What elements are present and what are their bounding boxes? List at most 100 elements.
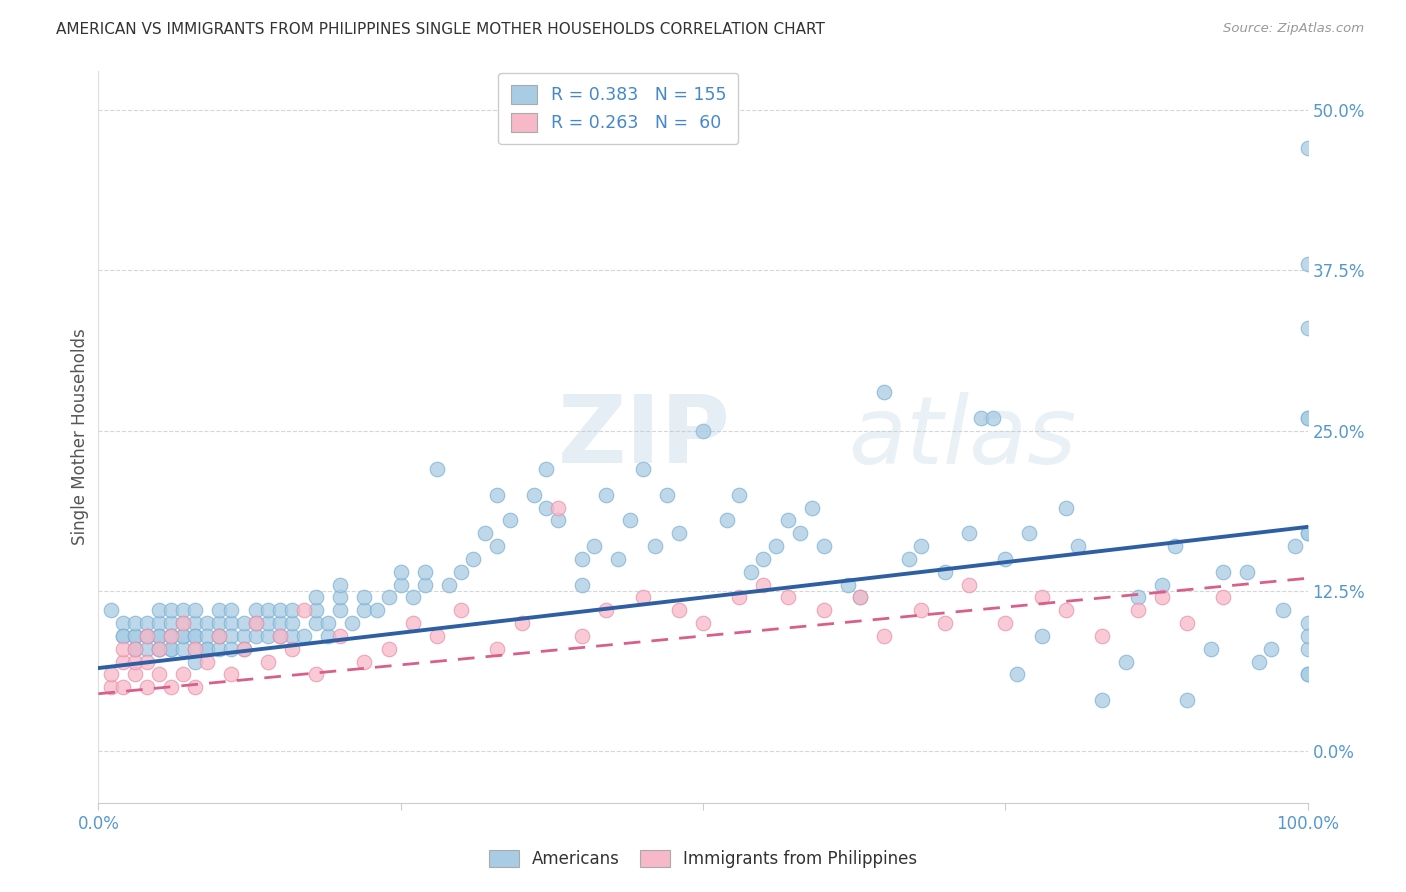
Point <box>256 603 278 617</box>
Point <box>292 603 315 617</box>
Point <box>353 655 375 669</box>
Point <box>1212 565 1234 579</box>
Y-axis label: Single Mother Households: Single Mother Households <box>70 329 89 545</box>
Point <box>232 641 254 656</box>
Point <box>208 603 231 617</box>
Point <box>195 641 218 656</box>
Point <box>316 629 339 643</box>
Point <box>172 616 194 631</box>
Point <box>1018 526 1040 541</box>
Point <box>849 591 872 605</box>
Point <box>1272 603 1295 617</box>
Point <box>111 629 134 643</box>
Point <box>897 552 920 566</box>
Point <box>957 577 980 591</box>
Point <box>184 681 207 695</box>
Point <box>172 629 194 643</box>
Point <box>1236 565 1258 579</box>
Point <box>256 616 278 631</box>
Point <box>547 500 569 515</box>
Point <box>934 616 956 631</box>
Point <box>837 577 859 591</box>
Point <box>269 603 291 617</box>
Point <box>208 629 231 643</box>
Point <box>1296 526 1319 541</box>
Point <box>776 591 799 605</box>
Point <box>1212 591 1234 605</box>
Point <box>1296 667 1319 681</box>
Point <box>135 655 157 669</box>
Point <box>970 410 993 425</box>
Point <box>329 591 352 605</box>
Point <box>1296 257 1319 271</box>
Point <box>1175 693 1198 707</box>
Point <box>1054 603 1077 617</box>
Point <box>208 641 231 656</box>
Point <box>910 539 932 553</box>
Point <box>232 616 254 631</box>
Point <box>740 565 762 579</box>
Point <box>135 629 157 643</box>
Point <box>281 616 304 631</box>
Point <box>571 629 593 643</box>
Point <box>595 488 617 502</box>
Text: atlas: atlas <box>848 392 1077 483</box>
Point <box>329 577 352 591</box>
Point <box>426 462 449 476</box>
Point <box>184 641 207 656</box>
Point <box>534 462 557 476</box>
Point <box>172 616 194 631</box>
Point <box>1296 321 1319 335</box>
Point <box>135 629 157 643</box>
Point <box>366 603 388 617</box>
Point <box>1296 629 1319 643</box>
Point <box>644 539 666 553</box>
Point <box>245 603 267 617</box>
Point <box>305 603 328 617</box>
Point <box>994 616 1017 631</box>
Point <box>1091 693 1114 707</box>
Point <box>148 629 170 643</box>
Point <box>184 655 207 669</box>
Point <box>111 641 134 656</box>
Point <box>329 603 352 617</box>
Point <box>571 577 593 591</box>
Point <box>474 526 496 541</box>
Point <box>221 629 243 643</box>
Point <box>413 577 436 591</box>
Point <box>450 565 472 579</box>
Point <box>160 681 183 695</box>
Point <box>172 641 194 656</box>
Legend: Americans, Immigrants from Philippines: Americans, Immigrants from Philippines <box>482 844 924 875</box>
Point <box>510 616 533 631</box>
Point <box>100 667 122 681</box>
Point <box>1296 526 1319 541</box>
Point <box>1007 667 1029 681</box>
Point <box>752 552 775 566</box>
Point <box>111 655 134 669</box>
Point <box>221 616 243 631</box>
Point <box>135 629 157 643</box>
Point <box>981 410 1004 425</box>
Point <box>1296 141 1319 155</box>
Point <box>100 603 122 617</box>
Point <box>1296 410 1319 425</box>
Point <box>124 629 146 643</box>
Point <box>668 603 690 617</box>
Point <box>402 591 425 605</box>
Point <box>148 616 170 631</box>
Point <box>148 603 170 617</box>
Point <box>124 641 146 656</box>
Point <box>800 500 823 515</box>
Point <box>111 629 134 643</box>
Point <box>160 641 183 656</box>
Point <box>269 616 291 631</box>
Point <box>305 667 328 681</box>
Point <box>1031 629 1053 643</box>
Point <box>111 616 134 631</box>
Point <box>1115 655 1137 669</box>
Point <box>1249 655 1271 669</box>
Point <box>184 641 207 656</box>
Point <box>195 655 218 669</box>
Point <box>111 681 134 695</box>
